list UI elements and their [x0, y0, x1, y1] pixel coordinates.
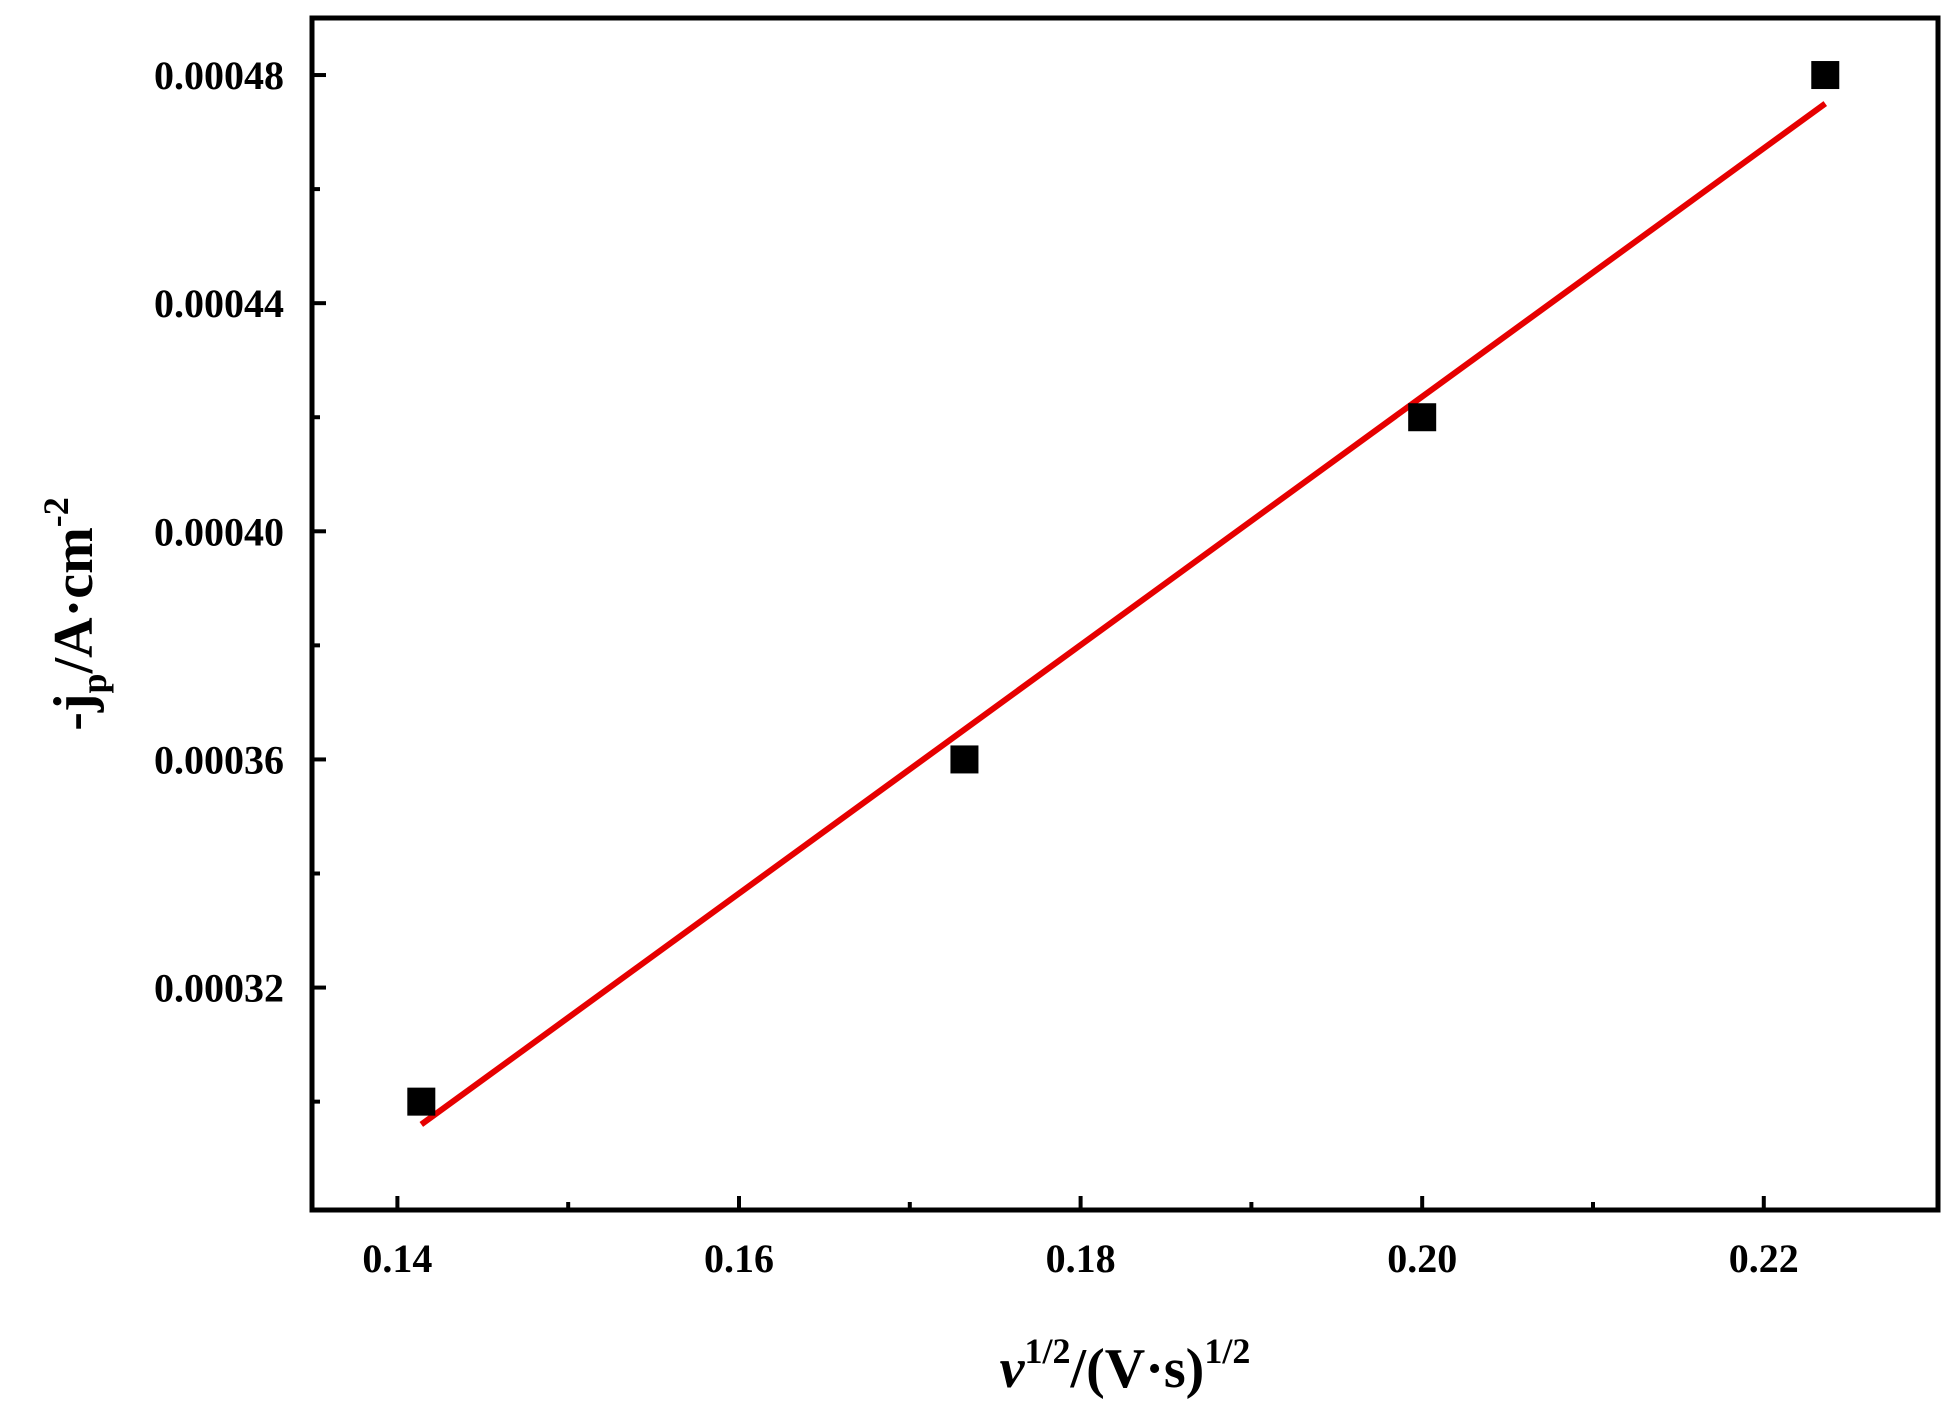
x-axis-title: v1/2/(V·s)1/2	[1000, 1331, 1251, 1400]
fit-line	[419, 101, 1828, 1127]
y-axis-title-exp: -2	[36, 497, 76, 527]
x-tick-label-0: 0.14	[362, 1236, 432, 1281]
fit-line-layer	[419, 101, 1828, 1127]
x-axis-title-exp1: 1/2	[1025, 1331, 1071, 1371]
y-axis-title-sub: p	[74, 673, 114, 693]
y-tick-label-4: 0.00048	[154, 53, 284, 98]
x-tick-label-3: 0.20	[1387, 1236, 1457, 1281]
data-point-2	[1408, 403, 1437, 432]
plot-frame	[309, 15, 1941, 1213]
x-axis-ticks: 0.14 0.16 0.18 0.20 0.22	[362, 1196, 1799, 1281]
y-tick-label-2: 0.00040	[154, 509, 284, 554]
x-tick-label-1: 0.16	[704, 1236, 774, 1281]
x-axis-title-unit: /(V·s)	[1070, 1338, 1205, 1400]
y-tick-label-0: 0.00032	[154, 966, 284, 1011]
y-tick-label-1: 0.00036	[154, 737, 284, 782]
x-axis-title-var: v	[1000, 1338, 1026, 1400]
data-point-1	[950, 745, 979, 774]
data-point-3	[1811, 61, 1840, 90]
y-axis-title-unit: /A·cm	[43, 527, 105, 674]
x-tick-label-4: 0.22	[1729, 1236, 1799, 1281]
data-point-0	[407, 1087, 436, 1116]
y-axis-ticks: 0.00032 0.00036 0.00040 0.00044 0.00048	[154, 53, 326, 1104]
y-axis-title-prefix: -j	[43, 693, 105, 730]
y-tick-label-3: 0.00044	[154, 281, 284, 326]
x-tick-label-2: 0.18	[1046, 1236, 1116, 1281]
y-axis-title: -jp/A·cm-2	[36, 497, 114, 731]
x-axis-title-exp2: 1/2	[1204, 1331, 1250, 1371]
data-points-layer	[407, 61, 1840, 1116]
